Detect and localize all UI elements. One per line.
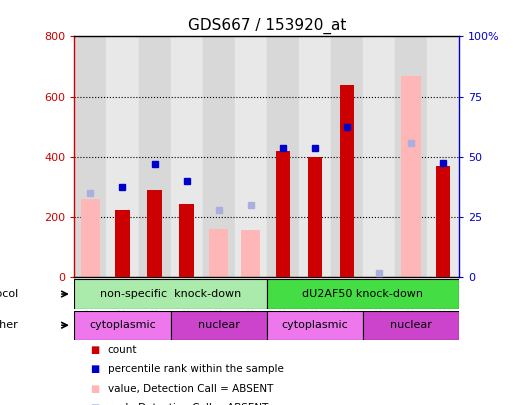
Text: rank, Detection Call = ABSENT: rank, Detection Call = ABSENT — [108, 403, 268, 405]
Text: ■: ■ — [90, 403, 99, 405]
Bar — [115, 210, 130, 277]
Bar — [267, 279, 459, 309]
Bar — [139, 36, 170, 277]
Bar — [427, 36, 459, 277]
Bar — [106, 36, 139, 277]
Bar — [74, 311, 170, 340]
Bar — [267, 311, 363, 340]
Bar — [170, 311, 267, 340]
Text: protocol: protocol — [0, 289, 18, 299]
Bar — [395, 36, 427, 277]
Bar — [170, 36, 203, 277]
Text: nuclear: nuclear — [390, 320, 432, 330]
Bar — [81, 199, 100, 277]
Bar — [74, 36, 106, 277]
Text: ■: ■ — [90, 364, 99, 374]
Text: nuclear: nuclear — [198, 320, 240, 330]
Bar — [147, 190, 162, 277]
Bar — [74, 279, 267, 309]
Text: value, Detection Call = ABSENT: value, Detection Call = ABSENT — [108, 384, 273, 394]
Bar — [234, 36, 267, 277]
Bar — [209, 229, 228, 277]
Text: percentile rank within the sample: percentile rank within the sample — [108, 364, 284, 374]
Text: other: other — [0, 320, 18, 330]
Title: GDS667 / 153920_at: GDS667 / 153920_at — [188, 17, 346, 34]
Bar — [308, 157, 322, 277]
Bar — [267, 36, 299, 277]
Bar — [203, 36, 234, 277]
Text: count: count — [108, 345, 137, 355]
Bar — [241, 230, 260, 277]
Bar — [340, 85, 354, 277]
Text: non-specific  knock-down: non-specific knock-down — [100, 289, 241, 299]
Bar — [363, 36, 395, 277]
Text: ■: ■ — [90, 384, 99, 394]
Bar — [331, 36, 363, 277]
Text: ■: ■ — [90, 345, 99, 355]
Bar — [275, 151, 290, 277]
Text: cytoplasmic: cytoplasmic — [282, 320, 348, 330]
Bar — [436, 166, 450, 277]
Text: cytoplasmic: cytoplasmic — [89, 320, 156, 330]
Bar — [180, 204, 194, 277]
Bar — [401, 76, 421, 277]
Text: dU2AF50 knock-down: dU2AF50 knock-down — [303, 289, 423, 299]
Bar — [363, 311, 459, 340]
Bar — [299, 36, 331, 277]
